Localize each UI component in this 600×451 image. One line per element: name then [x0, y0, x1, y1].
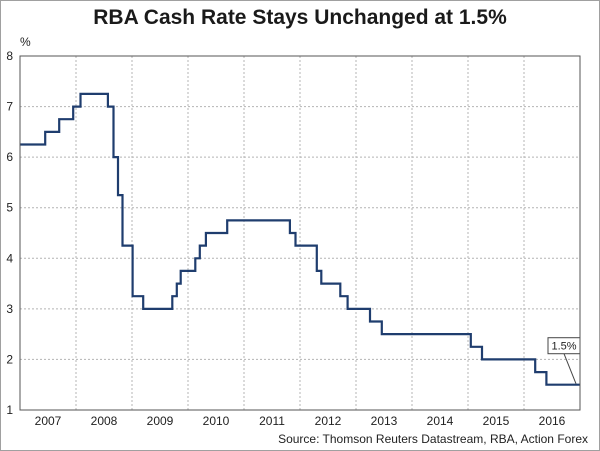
source-note: Source: Thomson Reuters Datastream, RBA,…: [278, 432, 588, 446]
x-tick-label: 2011: [259, 414, 285, 428]
x-tick-label: 2012: [315, 414, 342, 428]
x-tick-label: 2015: [483, 414, 510, 428]
x-tick-label: 2013: [371, 414, 398, 428]
series-group: [20, 92, 580, 386]
y-tick-label: 2: [6, 352, 13, 366]
gridlines: [20, 56, 580, 410]
y-tick-label: 3: [6, 302, 13, 316]
annotation-group: 1.5%: [547, 337, 581, 384]
y-tick-label: 7: [6, 100, 13, 114]
x-tick-label: 2016: [539, 414, 566, 428]
x-tick-label: 2007: [35, 414, 62, 428]
callout-leader: [563, 353, 577, 384]
y-axis-unit-label: %: [20, 35, 31, 49]
x-axis-ticks: 2007 2008 2009 2010 2011 2012 2013 2014 2015 2016: [35, 414, 566, 428]
chart-title: RBA Cash Rate Stays Unchanged at 1.5%: [93, 6, 507, 29]
y-tick-label: 8: [6, 49, 13, 63]
series-line-cash-rate: [20, 92, 580, 386]
y-tick-label: 5: [6, 201, 13, 215]
y-tick-label: 4: [6, 251, 13, 265]
y-tick-label: 1: [6, 403, 13, 417]
y-axis-ticks: 1 2 3 4 5 6 7 8: [6, 49, 13, 417]
plot-area-border: [19, 55, 581, 411]
callout-label: 1.5%: [551, 341, 576, 353]
y-tick-label: 6: [6, 150, 13, 164]
x-tick-label: 2010: [203, 414, 230, 428]
x-tick-label: 2008: [91, 414, 118, 428]
x-tick-label: 2009: [147, 414, 174, 428]
x-tick-label: 2014: [427, 414, 454, 428]
